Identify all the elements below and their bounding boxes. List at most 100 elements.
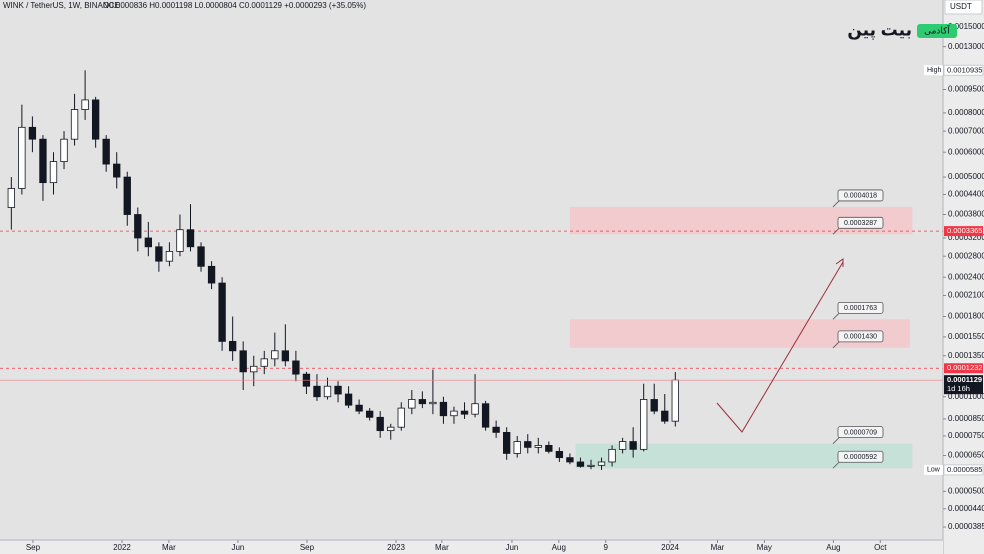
y-tick-label: 0.0003800: [948, 210, 984, 219]
x-tick-label: Mar: [162, 543, 176, 552]
candle-body: [323, 385, 332, 398]
candle-body: [460, 410, 469, 415]
candle-body: [134, 214, 142, 239]
y-tick-label: 0.0002100: [948, 291, 984, 300]
candle-body: [60, 138, 68, 163]
x-tick-label: Aug: [552, 543, 566, 552]
candle-body: [439, 401, 448, 417]
candle-body: [650, 399, 658, 412]
candle-body: [629, 441, 637, 450]
candle-body: [503, 431, 511, 454]
candle-body: [608, 448, 616, 463]
y-tick-label: 0.0001000: [948, 392, 984, 401]
price-line-label: 0.0001232: [947, 363, 982, 372]
candle-body: [165, 251, 174, 262]
currency: USDT: [950, 2, 972, 11]
candle-body: [429, 401, 437, 405]
extreme-tag: [943, 464, 984, 476]
candle-body: [7, 188, 15, 208]
candle-body: [481, 403, 490, 428]
y-tick-label: 0.0013000: [948, 42, 984, 51]
candle-body: [534, 445, 542, 448]
y-tick-label: 0.0000650: [948, 451, 984, 460]
candle-body: [18, 126, 26, 189]
callout-box: [837, 189, 884, 202]
y-tick-label: 0.0007000: [948, 126, 984, 135]
candle-body: [155, 246, 163, 262]
candle-body: [408, 399, 416, 409]
candle-body: [566, 457, 574, 463]
candle-body: [281, 350, 290, 362]
candle-body: [91, 99, 100, 140]
price-line-tag: [944, 226, 983, 237]
extreme-tag: [943, 64, 984, 76]
y-tick-label: 0.0002800: [948, 251, 984, 260]
candle-body: [376, 416, 384, 432]
y-tick-label: 0.0001350: [948, 351, 984, 360]
callout-label: 0.0004018: [844, 193, 877, 200]
y-tick-label: 0.0000440: [948, 504, 984, 513]
y-tick-label: 0.0000850: [948, 414, 984, 423]
countdown: 1d 16h: [947, 384, 970, 393]
time-axis: [0, 540, 943, 554]
y-tick-label: 0.0003200: [948, 233, 984, 242]
symbol: WINK / TetherUS, 1W, BINANCE: [3, 1, 120, 10]
candle-body: [271, 350, 279, 360]
y-tick-label: 0.0000500: [948, 486, 984, 495]
extreme-box: [924, 464, 943, 475]
callout-box: [837, 450, 884, 463]
callout-label: 0.0000709: [844, 429, 877, 436]
candle-body: [513, 441, 521, 454]
y-tick-label: 0.0004400: [948, 190, 984, 199]
candle-body: [597, 461, 606, 466]
candle-body: [197, 246, 205, 267]
candle-body: [397, 407, 405, 428]
candle-body: [450, 410, 458, 417]
x-tick-label: May: [757, 543, 772, 552]
ohlc: O0.0000836 H0.0001198 L0.0000804 C0.0001…: [103, 1, 366, 10]
candle-body: [102, 138, 110, 165]
logo-name: بیت پین: [847, 20, 912, 40]
x-tick-label: Sep: [26, 543, 41, 552]
candle-body: [144, 237, 153, 248]
candle-body: [207, 265, 216, 284]
x-tick-label: Oct: [874, 543, 887, 552]
candle-body: [555, 450, 564, 459]
candle-body: [313, 385, 321, 398]
candle-body: [387, 426, 395, 432]
candle-body: [365, 410, 374, 418]
x-tick-label: Jun: [505, 543, 518, 552]
extreme-label: 0.0000585: [947, 465, 982, 474]
callout-box: [837, 216, 884, 229]
candle-body: [70, 109, 79, 140]
callout-label: 0.0001430: [844, 334, 877, 341]
y-tick-label: 0.0001800: [948, 312, 984, 321]
candle-body: [250, 365, 258, 373]
candle-body: [587, 464, 595, 467]
candle-body: [418, 399, 427, 405]
x-tick-label: Jun: [231, 543, 244, 552]
candle-body: [576, 461, 585, 467]
logo-tag-box: [917, 24, 957, 38]
candle-body: [355, 404, 363, 412]
candle-body: [49, 161, 58, 184]
candle-body: [618, 441, 627, 450]
price-axis: [943, 0, 984, 554]
y-tick-label: 0.0000385: [948, 522, 984, 531]
candle-body: [39, 138, 47, 184]
candle-body: [492, 426, 500, 433]
candle-body: [239, 350, 247, 373]
y-tick-label: 0.0008000: [948, 108, 984, 117]
candle-body: [113, 163, 121, 178]
x-tick-label: 9: [604, 543, 609, 552]
candle-body: [176, 229, 184, 252]
y-tick-label: 0.0002400: [948, 272, 984, 281]
plot: 0.0004018 0.0003287 0.0001763 0.0001430 0.00…: [0, 70, 943, 470]
logo-tag: آکادمی: [924, 24, 950, 35]
callout-label: 0.0001763: [844, 305, 877, 312]
candle-body: [344, 393, 353, 406]
projection-arrow: [716, 261, 844, 433]
x-tick-label: Aug: [826, 543, 840, 552]
